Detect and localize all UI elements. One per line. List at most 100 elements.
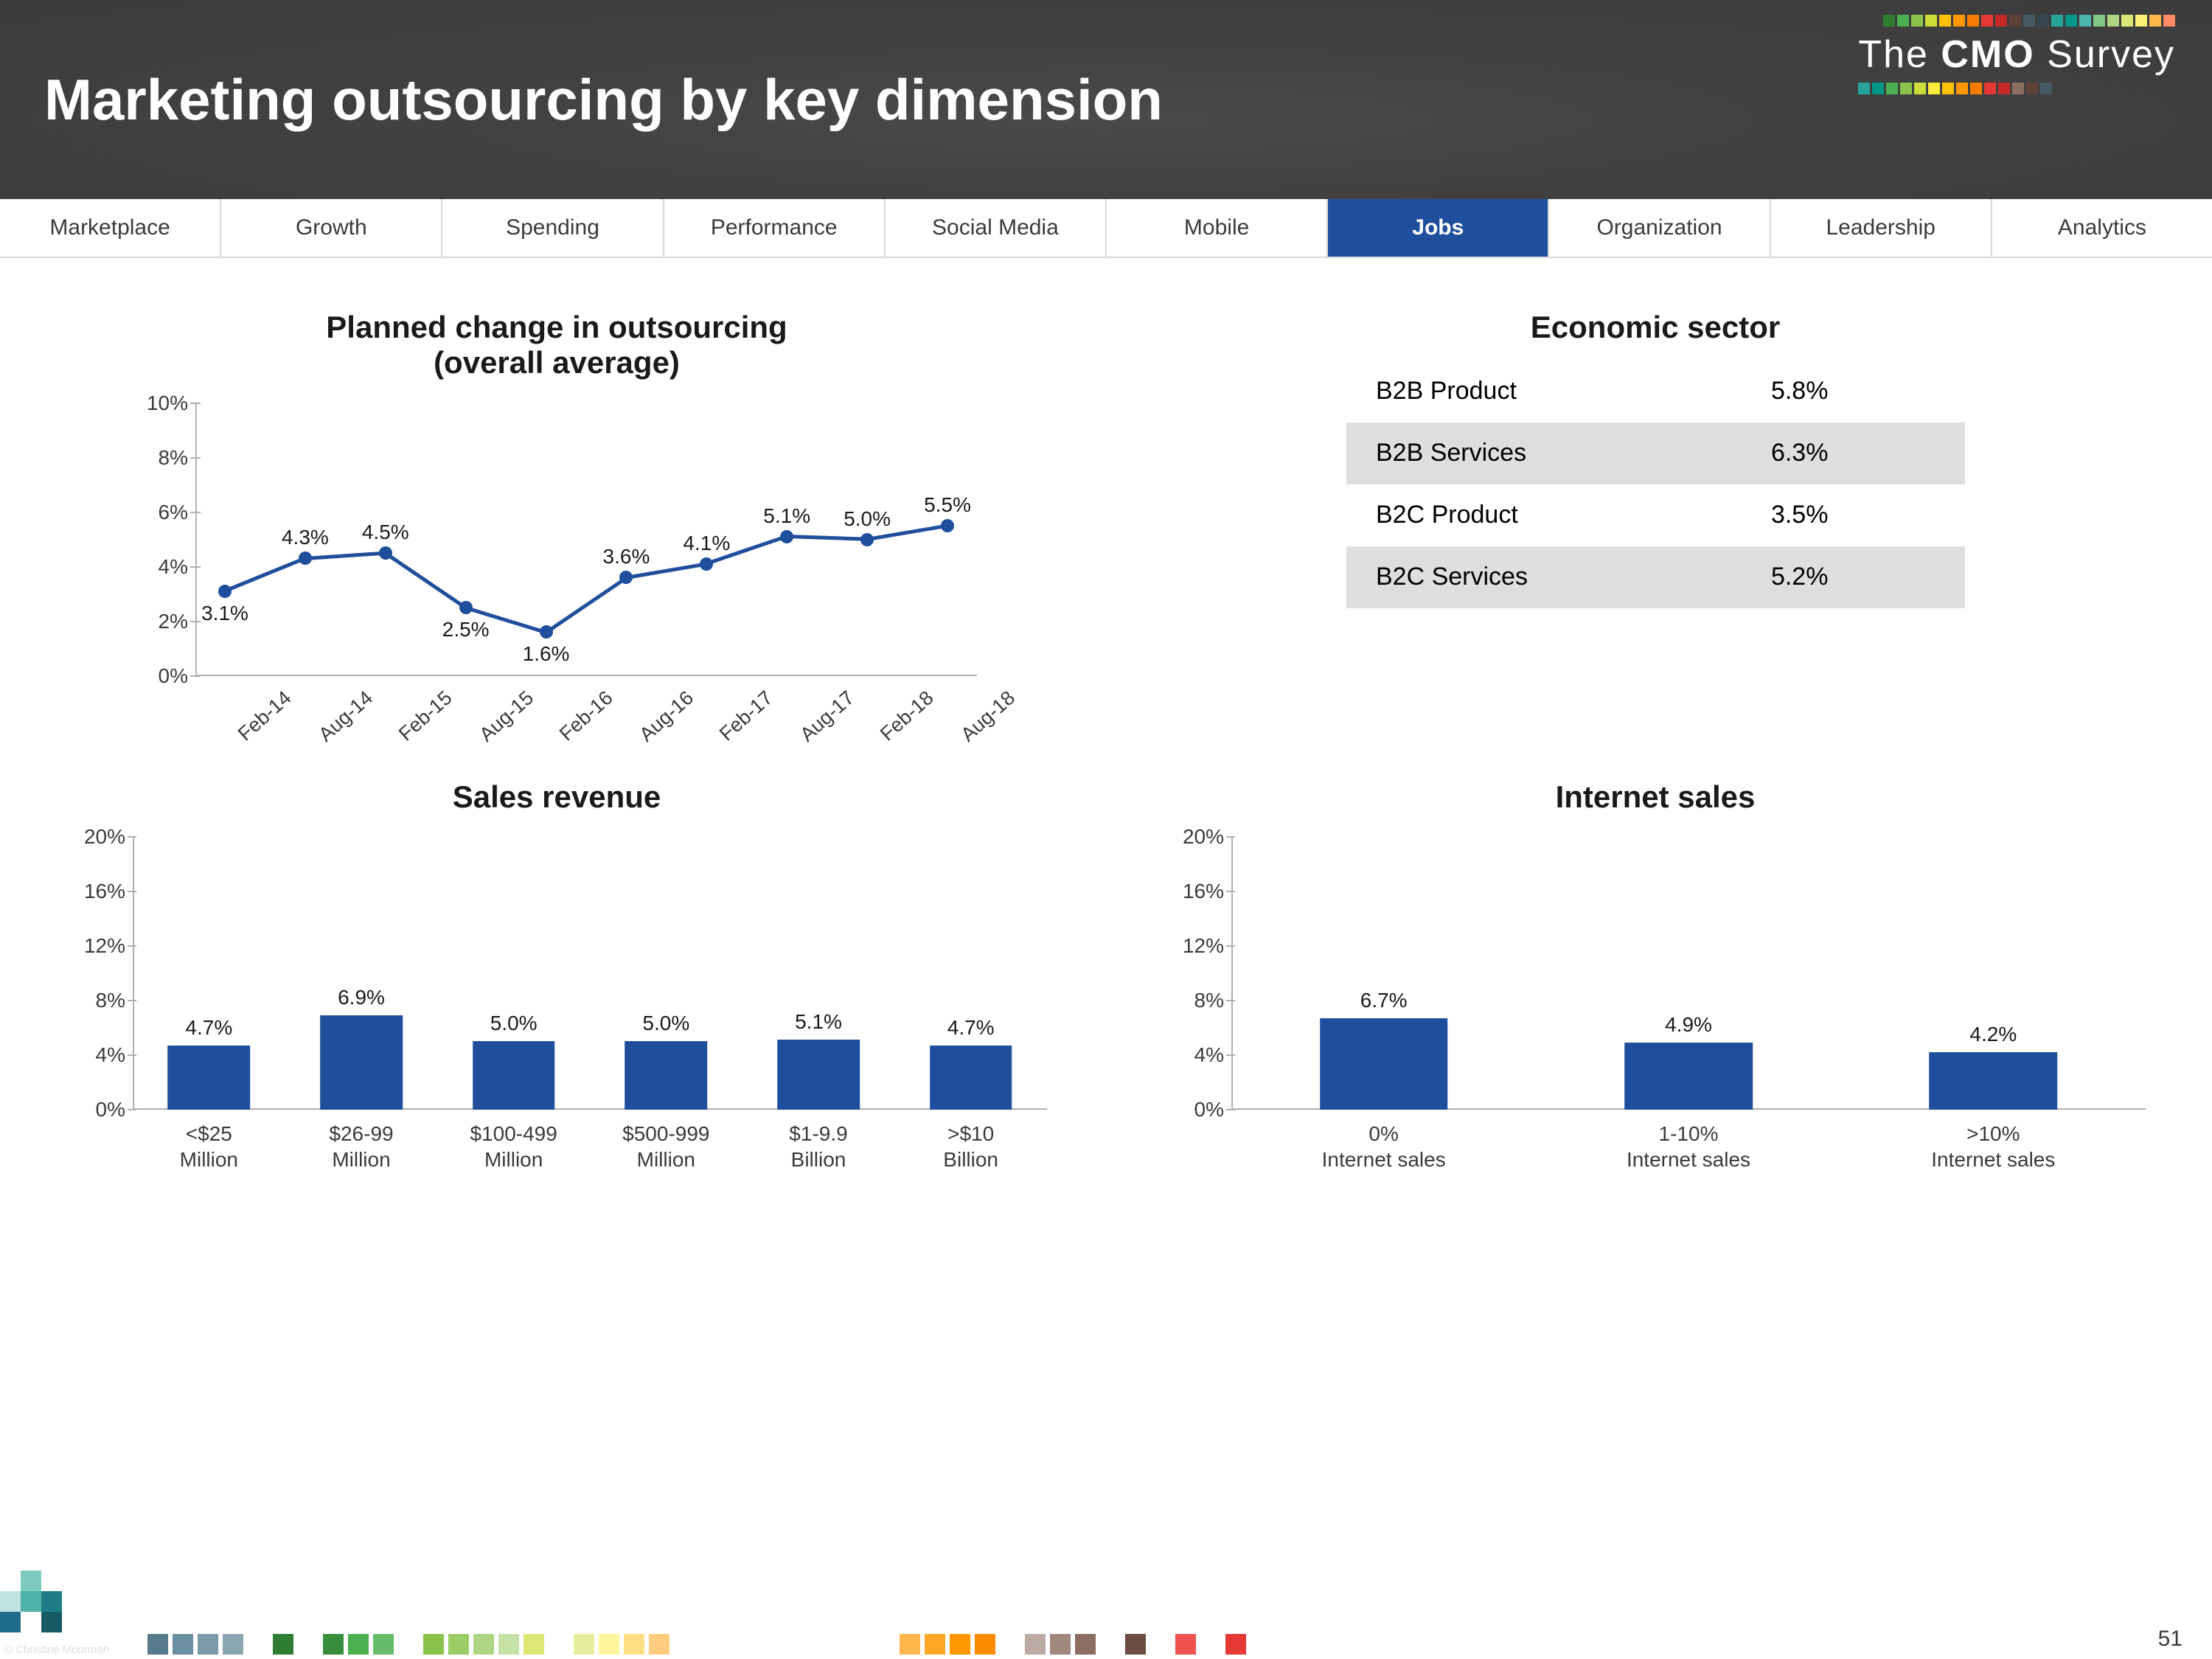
y-tick-mark bbox=[190, 512, 201, 513]
footer-strip-square bbox=[599, 1634, 619, 1655]
footer-strip-square bbox=[147, 1634, 168, 1655]
footer-square bbox=[0, 1612, 21, 1632]
logo-square bbox=[1883, 15, 1895, 27]
tab-mobile[interactable]: Mobile bbox=[1107, 199, 1328, 257]
y-tick-mark bbox=[190, 566, 201, 568]
y-tick: 2% bbox=[114, 610, 188, 633]
tab-leadership[interactable]: Leadership bbox=[1771, 199, 1992, 257]
sector-value: 5.8% bbox=[1711, 361, 1964, 422]
page-title: Marketing outsourcing by key dimension bbox=[44, 66, 1163, 133]
footer-strip-square bbox=[774, 1634, 795, 1655]
x-label: $1-9.9Billion bbox=[789, 1121, 847, 1172]
bar bbox=[1624, 1043, 1753, 1110]
y-tick-mark bbox=[1226, 945, 1235, 947]
y-tick-mark bbox=[1226, 891, 1235, 892]
logo-square bbox=[1925, 15, 1937, 27]
logo-square bbox=[1981, 15, 1993, 27]
footer-strip-square bbox=[473, 1634, 494, 1655]
data-point bbox=[218, 585, 232, 598]
y-tick: 4% bbox=[52, 1043, 125, 1067]
tab-performance[interactable]: Performance bbox=[664, 199, 886, 257]
bar-label: 5.0% bbox=[642, 1012, 689, 1035]
bar bbox=[625, 1041, 708, 1110]
tab-growth[interactable]: Growth bbox=[221, 199, 442, 257]
footer-strip-square bbox=[824, 1634, 845, 1655]
footer-strip-square bbox=[348, 1634, 369, 1655]
bar bbox=[1320, 1018, 1448, 1110]
y-tick-mark bbox=[1226, 1000, 1235, 1001]
data-point bbox=[780, 530, 793, 543]
logo-square bbox=[1858, 83, 1870, 94]
data-label: 4.5% bbox=[362, 521, 409, 544]
logo-square bbox=[2009, 15, 2021, 27]
logo-text: The CMO Survey bbox=[1858, 32, 2175, 77]
bar bbox=[168, 1046, 251, 1110]
logo-square bbox=[1970, 83, 1982, 94]
footer-strip-square bbox=[298, 1634, 319, 1655]
footer-strip-square bbox=[749, 1634, 770, 1655]
footer-strip-square bbox=[925, 1634, 945, 1655]
footer-strip-square bbox=[649, 1634, 669, 1655]
footer-strip-square bbox=[423, 1634, 444, 1655]
x-label: Feb-15 bbox=[394, 686, 468, 758]
footer-strip-square bbox=[1000, 1634, 1020, 1655]
footer-strip-square bbox=[198, 1634, 218, 1655]
y-tick: 4% bbox=[1150, 1043, 1224, 1067]
y-tick: 20% bbox=[52, 825, 125, 849]
x-label: $500-999Million bbox=[622, 1121, 709, 1172]
footer-strip-square bbox=[849, 1634, 870, 1655]
bar-label: 6.7% bbox=[1360, 989, 1408, 1012]
logo-square bbox=[2012, 83, 2024, 94]
tab-spending[interactable]: Spending bbox=[442, 199, 664, 257]
footer-strip-square bbox=[1025, 1634, 1046, 1655]
footer-strip-square bbox=[574, 1634, 594, 1655]
footer-strip-square bbox=[799, 1634, 820, 1655]
line-chart-panel: Planned change in outsourcing (overall a… bbox=[52, 310, 1062, 713]
sector-label: B2C Services bbox=[1346, 546, 1712, 608]
x-label: $100-499Million bbox=[470, 1121, 557, 1172]
footer-strip bbox=[147, 1634, 2146, 1655]
table-row: B2B Product5.8% bbox=[1346, 361, 1965, 422]
y-tick-mark bbox=[1226, 1109, 1235, 1110]
data-point bbox=[700, 557, 713, 571]
footer-strip-square bbox=[448, 1634, 469, 1655]
sales-chart: 0%4%8%12%16%20%4.7%<$25Million6.9%$26-99… bbox=[52, 830, 1062, 1242]
y-tick: 0% bbox=[1150, 1098, 1224, 1121]
logo-square bbox=[1939, 15, 1951, 27]
tab-analytics[interactable]: Analytics bbox=[1992, 199, 2212, 257]
logo-square bbox=[1914, 83, 1926, 94]
bar-label: 5.1% bbox=[795, 1010, 842, 1034]
tab-social-media[interactable]: Social Media bbox=[886, 199, 1107, 257]
tab-organization[interactable]: Organization bbox=[1549, 199, 1770, 257]
logo-square bbox=[1900, 83, 1912, 94]
data-label: 1.6% bbox=[523, 642, 570, 666]
data-label: 5.5% bbox=[924, 493, 971, 517]
y-tick-mark bbox=[128, 1109, 136, 1110]
y-tick: 10% bbox=[114, 392, 188, 415]
y-tick: 6% bbox=[114, 501, 188, 524]
bar bbox=[473, 1041, 555, 1110]
logo-square bbox=[2037, 15, 2049, 27]
y-tick: 0% bbox=[52, 1098, 125, 1121]
footer-strip-square bbox=[498, 1634, 519, 1655]
footer-strip-square bbox=[273, 1634, 293, 1655]
y-tick-mark bbox=[1226, 836, 1235, 838]
logo-square bbox=[1984, 83, 1996, 94]
logo-square bbox=[2135, 15, 2147, 27]
footer-strip-square bbox=[223, 1634, 243, 1655]
logo: The CMO Survey bbox=[1858, 15, 2175, 94]
sales-chart-plot bbox=[133, 837, 1047, 1110]
bar bbox=[1930, 1052, 2058, 1110]
logo-square bbox=[2051, 15, 2063, 27]
internet-chart-panel: Internet sales 0%4%8%12%16%20%6.7%0%Inte… bbox=[1150, 779, 2160, 1242]
tab-marketplace[interactable]: Marketplace bbox=[0, 199, 221, 257]
tab-jobs[interactable]: Jobs bbox=[1328, 199, 1549, 257]
data-label: 3.1% bbox=[201, 602, 248, 625]
bar bbox=[930, 1046, 1012, 1110]
sector-label: B2B Services bbox=[1346, 422, 1712, 484]
x-label: Feb-17 bbox=[715, 686, 789, 758]
bar-label: 6.9% bbox=[338, 986, 385, 1009]
y-tick-mark bbox=[190, 675, 201, 677]
x-label: Feb-16 bbox=[555, 686, 629, 758]
footer-strip-square bbox=[1175, 1634, 1196, 1655]
